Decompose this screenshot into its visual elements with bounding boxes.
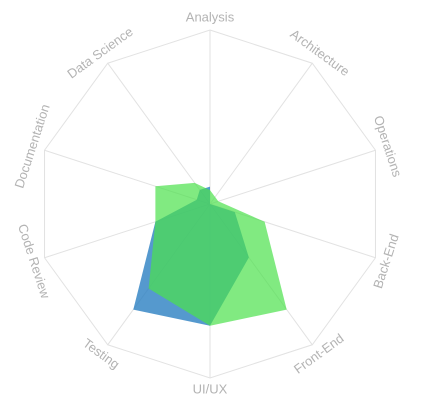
radar-spoke (107, 62, 211, 205)
axis-label: Documentation (11, 102, 52, 190)
axis-label: Testing (80, 335, 122, 371)
axis-label: Back-End (370, 232, 402, 290)
radar-spoke (209, 149, 376, 205)
axis-label: Architecture (287, 26, 352, 79)
axis-label: UI/UX (193, 381, 228, 396)
axis-label: Data Science (64, 24, 135, 82)
axis-label: Front-End (291, 331, 347, 377)
series-area-2 (148, 182, 287, 326)
radar-series (133, 182, 287, 326)
radar-spoke (209, 62, 313, 205)
axis-label: Analysis (186, 9, 235, 24)
axis-label: Operations (371, 114, 405, 180)
